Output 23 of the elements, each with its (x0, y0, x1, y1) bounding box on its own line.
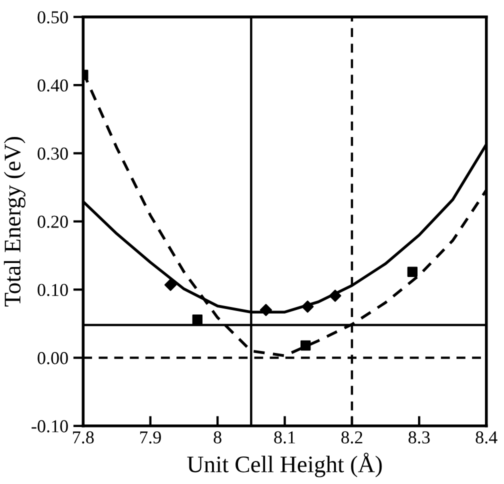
x-axis-title: Unit Cell Height (Å) (187, 452, 382, 478)
point (302, 300, 314, 313)
y-tick-label: 0.20 (38, 216, 68, 228)
x-tick-label: 8.4 (476, 431, 498, 444)
y-tick-label: 0.50 (38, 11, 68, 24)
point (192, 314, 202, 325)
x-tick-label: 7.8 (73, 431, 94, 444)
x-tick-label: 8.3 (408, 431, 430, 444)
x-tick-label: 7.9 (140, 431, 161, 444)
y-tick-label: 0.00 (38, 352, 68, 364)
y-tick-label: 0.10 (38, 284, 68, 296)
point (260, 304, 272, 316)
y-axis-title: Total Energy (eV) (4, 136, 26, 307)
y-tick-label: -0.10 (32, 420, 68, 432)
y-tick-label: 0.40 (38, 79, 68, 92)
point (407, 266, 418, 277)
y-tick-label: 0.30 (38, 148, 68, 160)
x-tick-label: 8 (214, 431, 222, 444)
point (300, 340, 311, 351)
point (329, 290, 342, 302)
x-tick-label: 8.2 (341, 431, 362, 444)
point (164, 278, 177, 291)
x-tick-label: 8.1 (274, 431, 295, 444)
